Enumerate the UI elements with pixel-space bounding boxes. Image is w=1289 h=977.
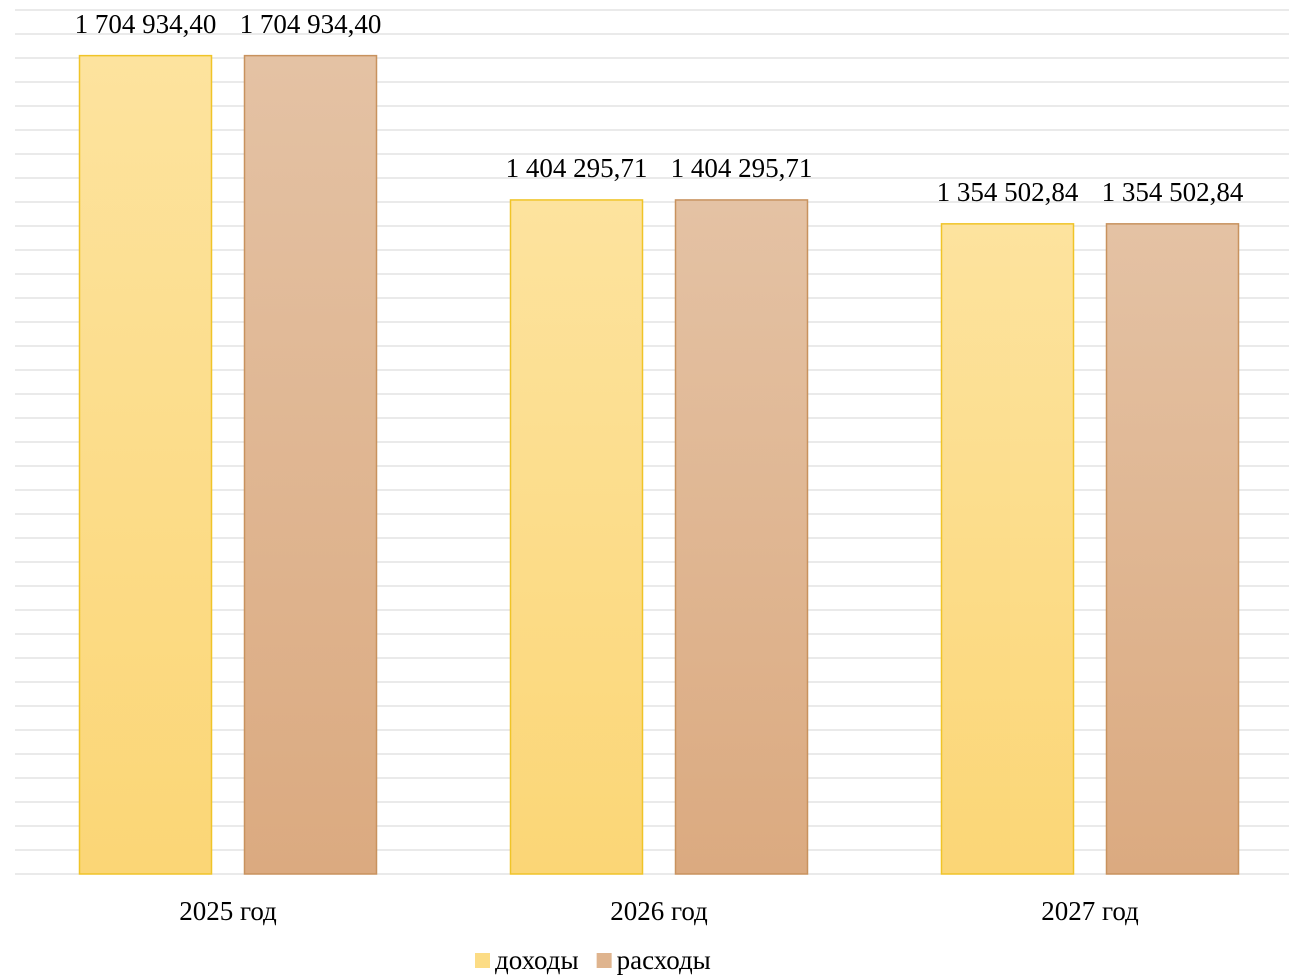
x-tick-label: 2025 год — [179, 896, 277, 926]
data-label: 1 704 934,40 — [75, 9, 217, 39]
data-label: 1 404 295,71 — [671, 153, 813, 183]
bar — [78, 54, 213, 875]
bar — [674, 199, 809, 875]
legend-swatch — [596, 953, 612, 968]
legend-label: расходы — [617, 945, 711, 975]
data-label: 1 404 295,71 — [506, 153, 648, 183]
legend-label: доходы — [495, 945, 579, 975]
x-tick-label: 2027 год — [1041, 896, 1139, 926]
data-label: 1 354 502,84 — [937, 177, 1079, 207]
bar — [243, 54, 378, 875]
bar — [509, 199, 644, 875]
bar — [1105, 223, 1240, 875]
data-label: 1 354 502,84 — [1102, 177, 1244, 207]
legend-swatch — [475, 953, 490, 968]
x-tick-label: 2026 год — [610, 896, 708, 926]
data-label: 1 704 934,40 — [240, 9, 382, 39]
bar — [940, 223, 1075, 875]
